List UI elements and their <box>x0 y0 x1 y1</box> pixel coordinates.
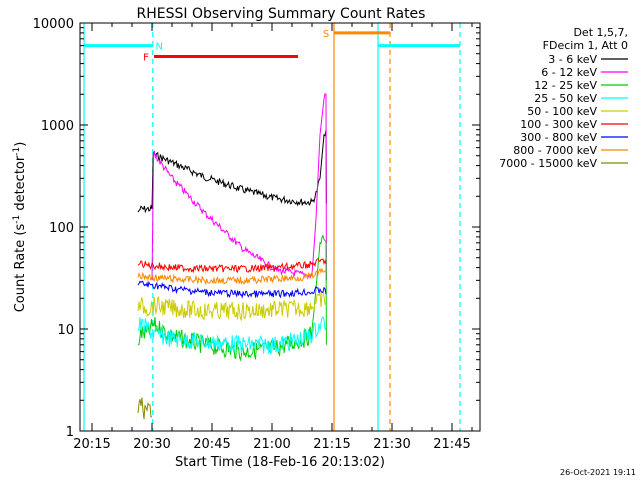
legend-entry-label: 800 - 7000 keV <box>513 144 597 157</box>
x-tick-label: 20:30 <box>133 437 170 452</box>
y-tick-label: 10000 <box>33 17 74 32</box>
x-tick-label: 21:00 <box>253 437 290 452</box>
y-axis-label-mid: detector <box>13 155 28 215</box>
x-axis-label: Start Time (18-Feb-16 20:13:02) <box>175 455 385 470</box>
series-line <box>137 397 153 420</box>
x-tick-label: 20:45 <box>193 437 230 452</box>
legend-entry-label: 100 - 300 keV <box>520 118 597 131</box>
flag-label: S <box>323 29 329 40</box>
chart-title: RHESSI Observing Summary Count Rates <box>137 6 426 22</box>
series-line <box>137 280 327 299</box>
legend-header: FDecim 1, Att 0 <box>543 39 628 52</box>
legend-entry-label: 50 - 100 keV <box>527 105 597 118</box>
x-tick-label: 20:15 <box>73 437 110 452</box>
flag-label: F <box>143 52 149 63</box>
footer-timestamp: 26-Oct-2021 19:11 <box>560 468 636 477</box>
plot-area: NF S <box>83 23 461 431</box>
flag-label: N <box>155 42 162 53</box>
legend-entry-label: 6 - 12 keV <box>541 66 597 79</box>
legend-entry-label: 7000 - 15000 keV <box>499 157 597 170</box>
series-line <box>137 129 327 214</box>
legend-entry-label: 300 - 800 keV <box>520 131 597 144</box>
legend-header: Det 1,5,7, <box>573 26 628 39</box>
plot-frame <box>79 22 481 432</box>
x-tick-label: 21:30 <box>373 437 410 452</box>
y-axis-label-end: ) <box>13 142 28 147</box>
series-line <box>137 267 327 286</box>
y-tick-label: 1000 <box>41 119 74 134</box>
y-axis-label-main: Count Rate (s <box>13 224 28 313</box>
legend-entry-label: 12 - 25 keV <box>534 79 597 92</box>
x-tick-label: 21:15 <box>313 437 350 452</box>
y-tick-label: 100 <box>49 221 74 236</box>
y-axis-label: Count Rate (s-1 detector-1) <box>12 142 28 313</box>
series-line <box>137 258 327 274</box>
legend-entry-label: 25 - 50 keV <box>534 92 597 105</box>
series-line <box>137 290 327 322</box>
axes: 20:15 20:30 20:45 21:00 21:15 21:30 21:45 1 10 10… <box>33 17 480 452</box>
y-tick-label: 10 <box>57 323 74 338</box>
y-axis-label-sup1: -1 <box>12 215 22 224</box>
series-line <box>151 93 327 281</box>
y-tick-label: 1 <box>66 425 74 440</box>
y-axis-label-sup2: -1 <box>12 147 22 156</box>
legend-entry-label: 3 - 6 keV <box>548 53 597 66</box>
x-tick-label: 21:45 <box>433 437 470 452</box>
series-line <box>137 315 327 355</box>
